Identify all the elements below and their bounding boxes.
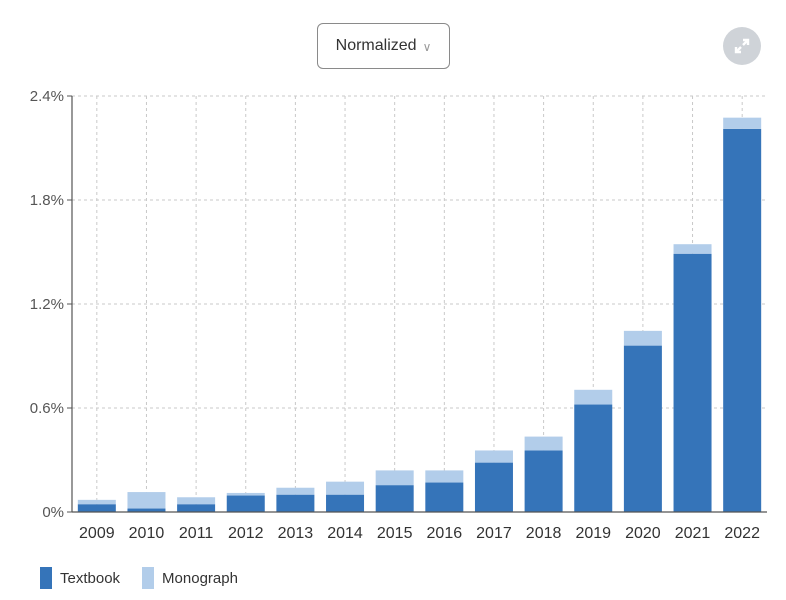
x-tick-label: 2014: [327, 525, 363, 542]
bar-monograph-2021[interactable]: [673, 244, 712, 254]
bar-monograph-2009[interactable]: [77, 499, 116, 505]
x-tick-label: 2011: [179, 525, 214, 542]
x-tick-label: 2018: [526, 525, 562, 542]
expand-button[interactable]: [723, 27, 761, 65]
bar-textbook-2013[interactable]: [276, 494, 315, 512]
bar-monograph-2012[interactable]: [226, 492, 265, 496]
x-tick-label: 2021: [675, 525, 711, 542]
x-tick-label: 2020: [625, 525, 661, 542]
bar-textbook-2016[interactable]: [425, 482, 464, 512]
y-tick-label: 0.6%: [30, 400, 64, 417]
bars: [77, 117, 762, 512]
bar-textbook-2011[interactable]: [177, 504, 216, 512]
grid-lines: [72, 95, 767, 512]
legend-label-monograph: Monograph: [162, 569, 238, 587]
bar-textbook-2009[interactable]: [77, 504, 116, 512]
bar-textbook-2010[interactable]: [127, 508, 166, 512]
bar-monograph-2014[interactable]: [326, 481, 365, 495]
legend-swatch-monograph: [142, 567, 155, 589]
bar-monograph-2020[interactable]: [623, 330, 662, 346]
bar-textbook-2017[interactable]: [474, 462, 513, 512]
x-tick-label: 2016: [427, 525, 463, 542]
expand-icon: [734, 38, 750, 54]
x-tick-label: 2022: [724, 525, 760, 542]
bar-monograph-2013[interactable]: [276, 487, 315, 495]
x-tick-label: 2012: [228, 525, 264, 542]
bar-monograph-2018[interactable]: [524, 436, 563, 451]
x-tick-label: 2013: [278, 525, 314, 542]
y-tick-label: 1.2%: [30, 296, 64, 313]
bar-textbook-2014[interactable]: [326, 494, 365, 512]
legend-item-monograph[interactable]: Monograph: [142, 567, 238, 589]
legend: Textbook Monograph: [40, 567, 238, 589]
bar-monograph-2019[interactable]: [574, 389, 613, 405]
legend-item-textbook[interactable]: Textbook: [40, 567, 120, 589]
stacked-bar-chart: 0%0.6%1.2%1.8%2.4% 2009 2010 2011 2012 2013 2…: [30, 88, 767, 542]
bar-textbook-2022[interactable]: [723, 128, 762, 512]
chevron-down-icon: ∨: [422, 40, 432, 54]
bar-textbook-2015[interactable]: [375, 485, 414, 512]
bar-textbook-2020[interactable]: [623, 345, 662, 512]
bar-monograph-2017[interactable]: [474, 450, 513, 463]
legend-label-textbook: Textbook: [60, 569, 121, 587]
bar-textbook-2012[interactable]: [226, 495, 265, 512]
x-tick-label: 2017: [476, 525, 512, 542]
bar-textbook-2021[interactable]: [673, 253, 712, 512]
bar-monograph-2010[interactable]: [127, 492, 166, 509]
bar-monograph-2011[interactable]: [177, 497, 216, 505]
y-axis-ticks: 0% 0.6% 1.2% 1.8% 2.4%: [30, 88, 72, 521]
bar-monograph-2015[interactable]: [375, 470, 414, 486]
bar-monograph-2016[interactable]: [425, 470, 464, 483]
x-axis-ticks: 2009 2010 2011 2012 2013 2014 2015 2016 2017 2018…: [79, 525, 760, 542]
normalization-dropdown[interactable]: Normalized ∨: [317, 23, 450, 69]
x-tick-label: 2015: [377, 525, 413, 542]
bar-textbook-2019[interactable]: [574, 404, 613, 512]
legend-swatch-textbook: [40, 567, 52, 589]
x-tick-label: 2010: [129, 525, 165, 542]
normalization-dropdown-label: Normalized: [335, 37, 417, 54]
bar-monograph-2022[interactable]: [723, 117, 762, 129]
bar-textbook-2018[interactable]: [524, 450, 563, 512]
x-tick-label: 2019: [575, 525, 611, 542]
y-tick-label: 2.4%: [30, 88, 64, 105]
y-tick-label: 0%: [42, 504, 64, 521]
y-tick-label: 1.8%: [30, 192, 64, 209]
x-tick-label: 2009: [79, 525, 115, 542]
